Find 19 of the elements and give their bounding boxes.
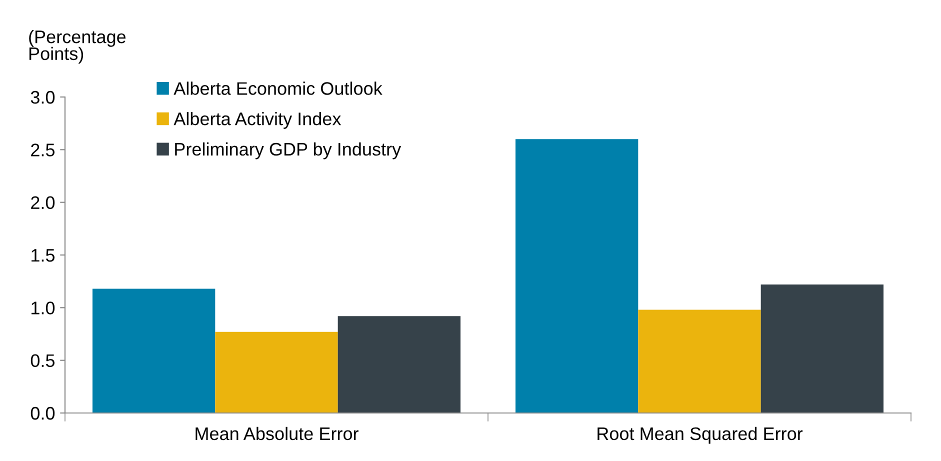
y-tick-label: 0.0 [30, 406, 55, 420]
y-axis-title: (Percentage Points) [29, 30, 126, 64]
legend-label: Alberta Economic Outlook [174, 82, 382, 95]
y-tick-label: 2.0 [31, 196, 55, 210]
bar [215, 332, 338, 413]
y-tick-label: 1.0 [32, 302, 55, 314]
y-tick-label: 2.5 [31, 144, 55, 156]
legend-label: Preliminary GDP by Industry [175, 142, 402, 160]
bar [338, 316, 461, 413]
bar [515, 139, 638, 413]
y-tick-label: 3.0 [30, 90, 55, 104]
legend-label: Alberta Activity Index [174, 112, 342, 129]
bar [760, 284, 884, 413]
y-tick-label: 1.5 [32, 249, 55, 262]
x-tick-label: Mean Absolute Error [196, 426, 358, 440]
y-tick-label: 0.5 [30, 354, 55, 368]
bar [92, 288, 216, 413]
bar [638, 310, 761, 413]
x-tick-label: Root Mean Squared Error [598, 426, 803, 444]
